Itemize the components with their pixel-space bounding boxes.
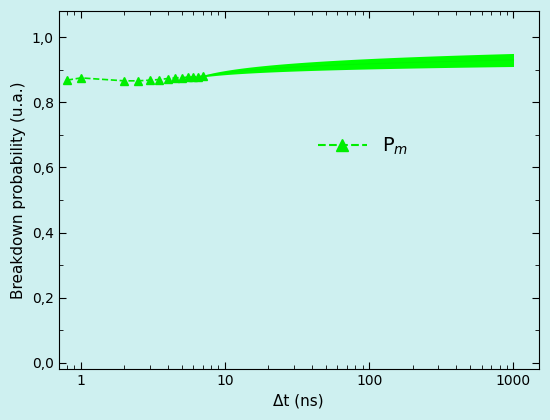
Legend: P$_m$: P$_m$ [318, 136, 409, 157]
Y-axis label: Breakdown probability (u.a.): Breakdown probability (u.a.) [11, 81, 26, 299]
X-axis label: Δt (ns): Δt (ns) [273, 394, 324, 409]
